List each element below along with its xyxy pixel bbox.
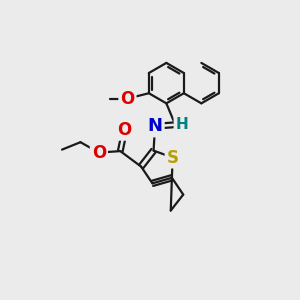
- Text: O: O: [92, 144, 106, 162]
- Text: O: O: [120, 90, 135, 108]
- Text: H: H: [176, 117, 188, 132]
- Text: S: S: [167, 148, 178, 166]
- Text: O: O: [118, 121, 132, 139]
- Text: N: N: [148, 117, 163, 135]
